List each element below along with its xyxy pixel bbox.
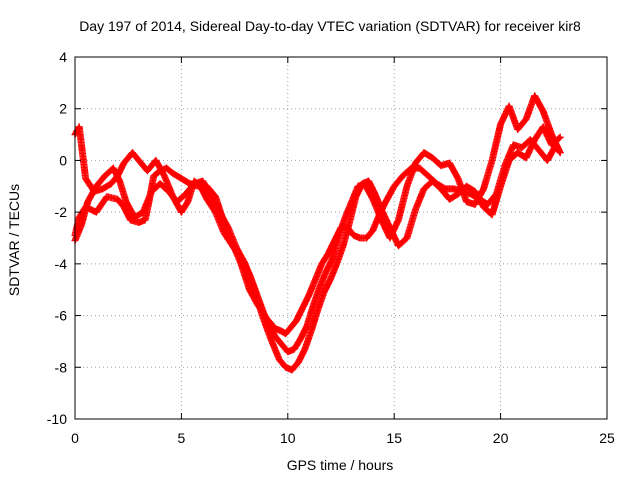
x-tick-label: 20 xyxy=(493,430,509,446)
x-tick-label: 5 xyxy=(178,430,186,446)
data-point xyxy=(556,149,564,157)
y-tick-label: 2 xyxy=(59,101,67,117)
y-axis-label: SDTVAR / TECUs xyxy=(6,184,22,296)
x-tick-label: 15 xyxy=(386,430,402,446)
chart-title: Day 197 of 2014, Sidereal Day-to-day VTE… xyxy=(79,18,581,34)
x-tick-label: 25 xyxy=(599,430,615,446)
y-tick-label: -10 xyxy=(47,411,67,427)
y-tick-label: 4 xyxy=(59,49,67,65)
y-tick-label: -2 xyxy=(55,204,68,220)
x-tick-label: 0 xyxy=(71,430,79,446)
y-tick-label: 0 xyxy=(59,152,67,168)
y-tick-label: -6 xyxy=(55,308,68,324)
axis-ticks: 0 5 10 15 20 25 -10 -8 -6 -4 -2 0 2 4 xyxy=(47,49,615,446)
x-axis-label: GPS time / hours xyxy=(287,457,394,473)
series-track-b xyxy=(71,123,564,374)
y-tick-label: -8 xyxy=(55,359,68,375)
x-tick-label: 10 xyxy=(280,430,296,446)
series-track-c xyxy=(71,92,564,356)
plot-frame xyxy=(74,56,608,420)
y-tick-label: -4 xyxy=(55,256,68,272)
data-series xyxy=(71,92,564,374)
data-point xyxy=(556,133,564,141)
